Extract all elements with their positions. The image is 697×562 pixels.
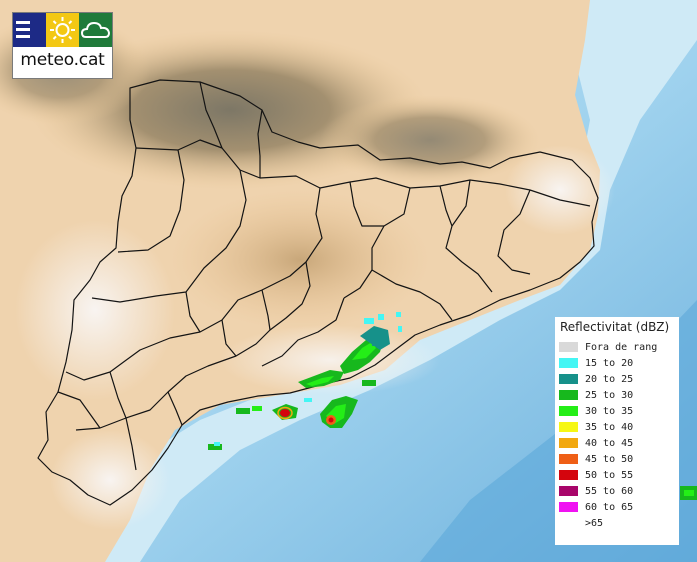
menu-icon[interactable]	[13, 13, 46, 47]
cloud-glyph	[80, 21, 111, 38]
county-borders	[37, 79, 599, 506]
sun-glyph	[50, 17, 75, 43]
legend-items: Fora de rang 15 to 20 20 to 25 25 to 30 30 t…	[559, 339, 675, 531]
reflectivity-legend: Reflectivitat (dBZ) Fora de rang 15 to 20…	[555, 317, 679, 545]
legend-swatch	[559, 454, 578, 464]
ne-lowland	[505, 145, 615, 235]
central-hills	[170, 190, 430, 330]
legend-swatch	[559, 406, 578, 416]
legend-item: 50 to 55	[559, 467, 675, 483]
legend-label: >65	[585, 517, 604, 529]
west-lowland	[15, 220, 175, 400]
legend-label: 25 to 30	[585, 389, 634, 401]
legend-label: 60 to 65	[585, 501, 634, 513]
legend-label: 35 to 40	[585, 421, 634, 433]
ebro-delta	[50, 430, 170, 530]
legend-swatch	[559, 470, 578, 480]
legend-item: Fora de rang	[559, 339, 675, 355]
legend-swatch	[559, 502, 578, 512]
legend-swatch	[559, 518, 578, 528]
catalonia-outline	[37, 79, 599, 506]
legend-title: Reflectivitat (dBZ)	[560, 320, 670, 334]
sun-icon	[46, 13, 79, 47]
legend-swatch	[559, 486, 578, 496]
legend-label: 45 to 50	[585, 453, 634, 465]
legend-item: 60 to 65	[559, 499, 675, 515]
legend-label: 15 to 20	[585, 357, 634, 369]
legend-label: 55 to 60	[585, 485, 634, 497]
legend-item: 30 to 35	[559, 403, 675, 419]
meteocat-logo[interactable]: meteo.cat	[12, 12, 113, 79]
legend-label: 40 to 45	[585, 437, 634, 449]
legend-swatch	[559, 390, 578, 400]
menu-line	[16, 21, 30, 24]
legend-label: Fora de rang	[585, 341, 658, 353]
coast-lowland	[220, 325, 440, 395]
legend-item: 45 to 50	[559, 451, 675, 467]
legend-item: 25 to 30	[559, 387, 675, 403]
brand-name: meteo.cat	[20, 50, 105, 70]
menu-line	[16, 28, 30, 31]
legend-label: 30 to 35	[585, 405, 634, 417]
legend-item: 15 to 20	[559, 355, 675, 371]
legend-item: 20 to 25	[559, 371, 675, 387]
legend-swatch	[559, 374, 578, 384]
legend-item: 55 to 60	[559, 483, 675, 499]
legend-item: 35 to 40	[559, 419, 675, 435]
legend-swatch	[559, 358, 578, 368]
menu-line	[16, 35, 30, 38]
cloud-icon	[79, 13, 112, 47]
pyrenees-east	[320, 95, 540, 185]
legend-swatch	[559, 342, 578, 352]
legend-item: 40 to 45	[559, 435, 675, 451]
legend-swatch	[559, 422, 578, 432]
legend-swatch	[559, 438, 578, 448]
radar-echoes	[208, 312, 697, 500]
legend-label: 20 to 25	[585, 373, 634, 385]
legend-item: >65	[559, 515, 675, 531]
legend-label: 50 to 55	[585, 469, 634, 481]
shallow-shelf	[60, 0, 697, 562]
logo-tiles	[13, 13, 112, 47]
